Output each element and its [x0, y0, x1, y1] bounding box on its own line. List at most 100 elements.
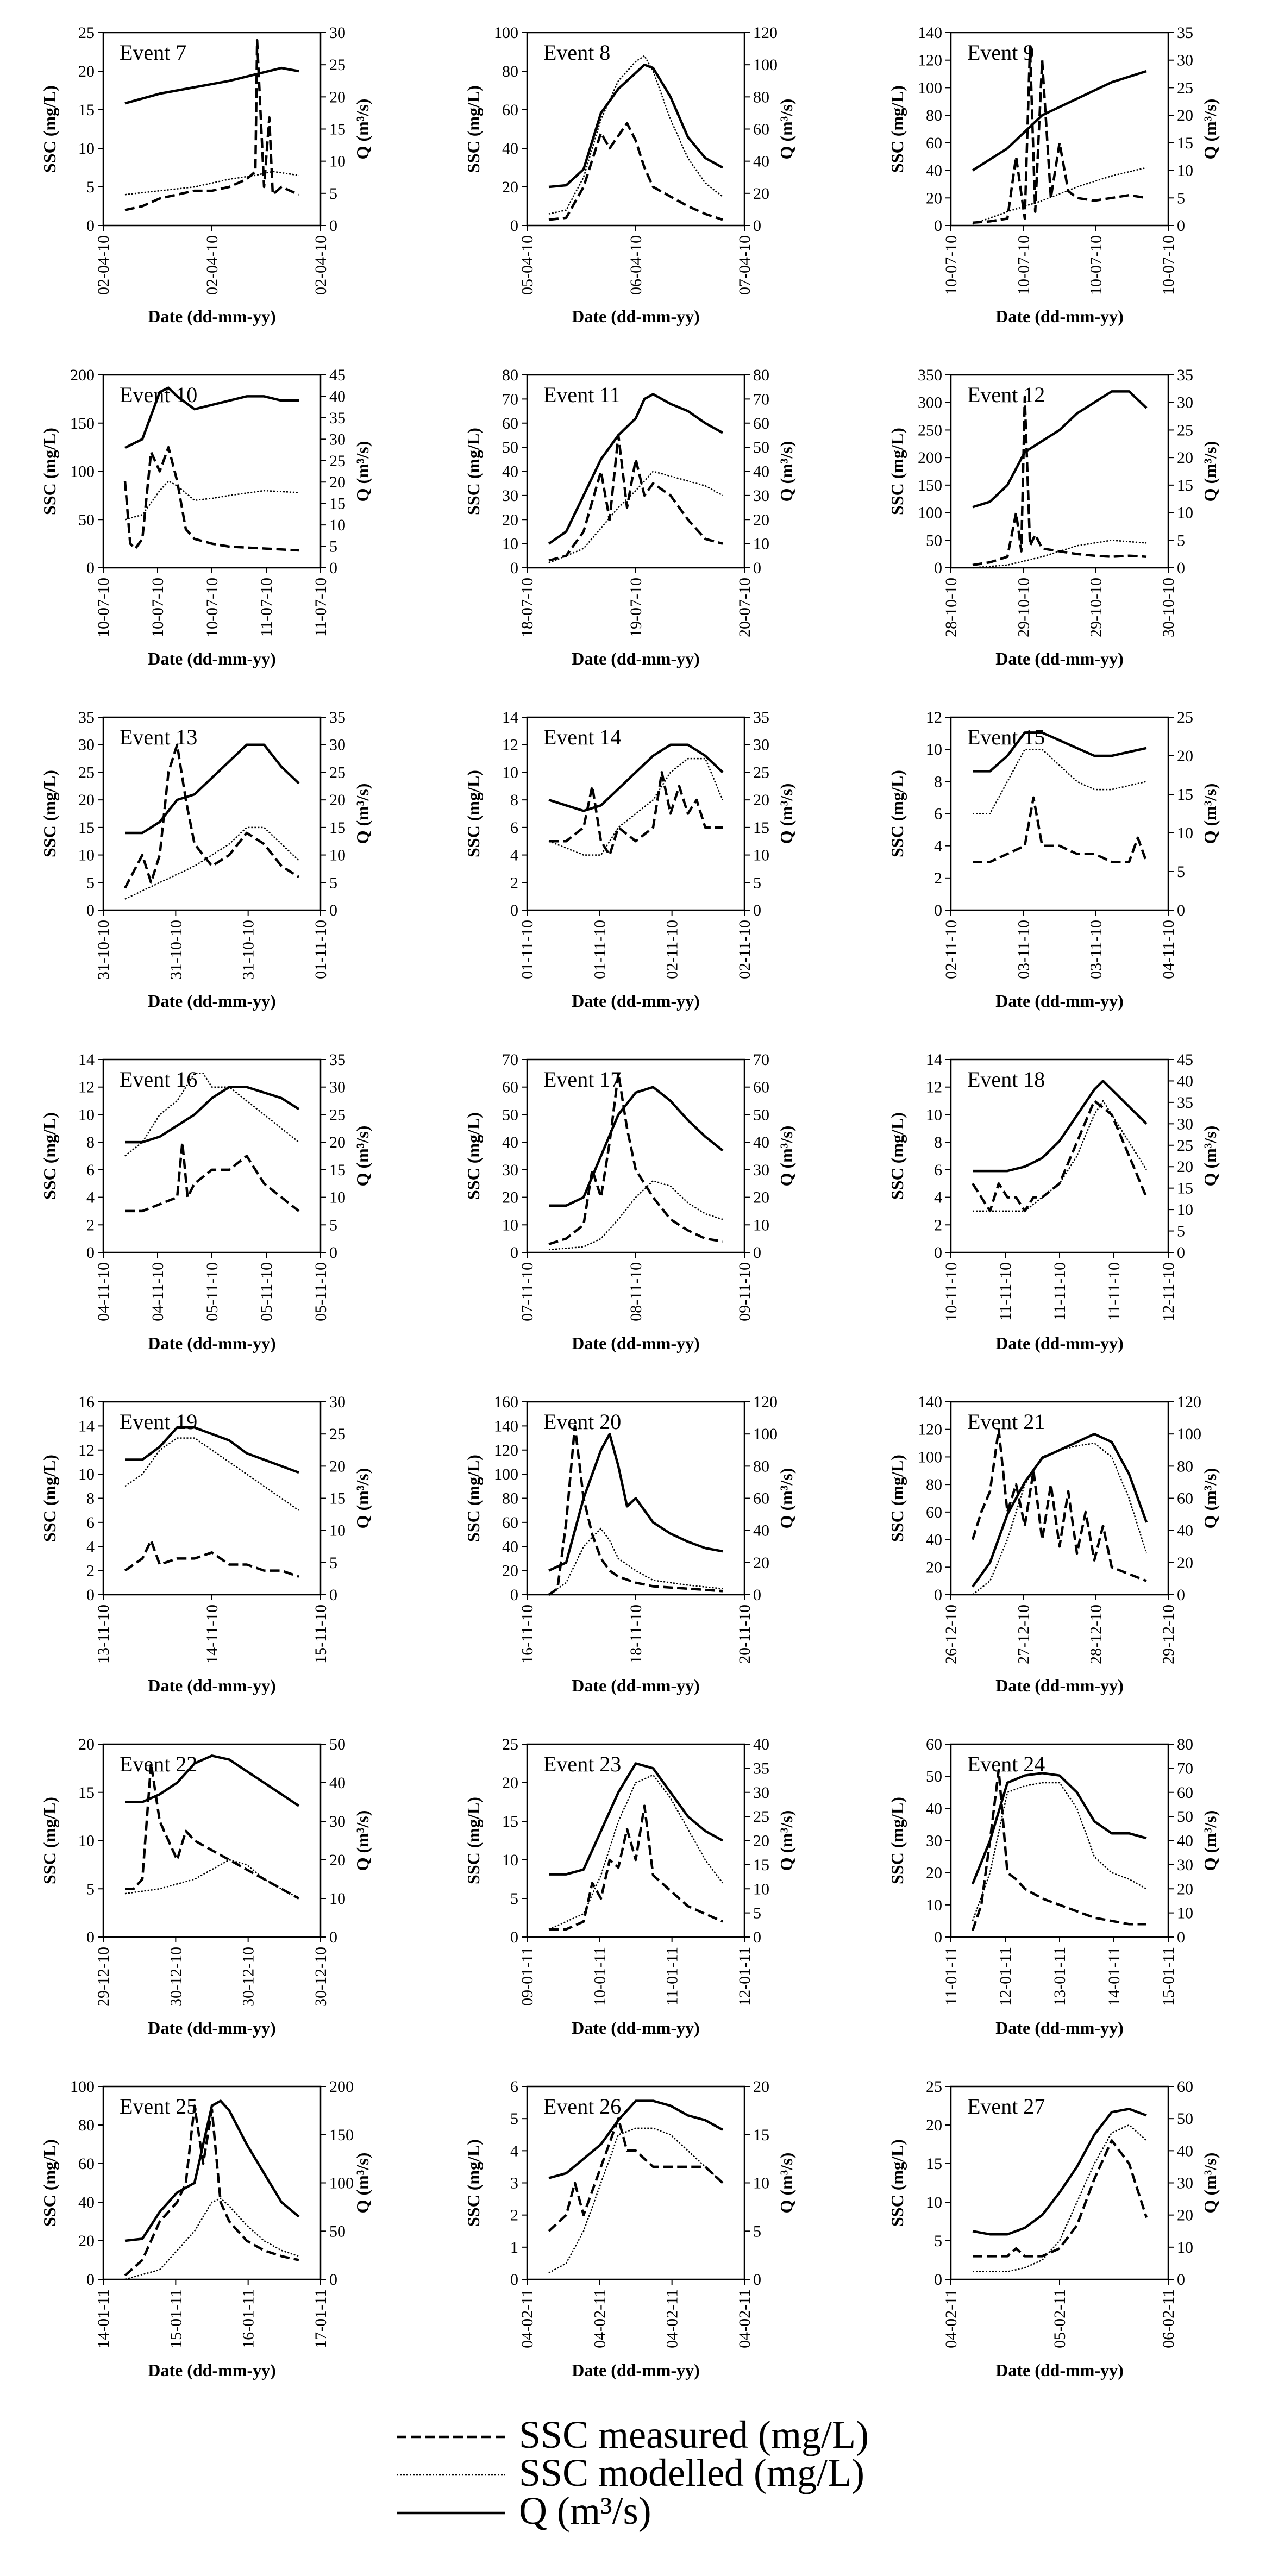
x-tick-label: 10-01-11 [591, 1947, 609, 2006]
series-line-solid [125, 1754, 300, 1807]
x-axis-label: Date (dd-mm-yy) [995, 1676, 1124, 1695]
y2-tick-label: 60 [753, 1079, 769, 1096]
y-tick-label: 80 [502, 366, 518, 384]
y2-tick-label: 20 [753, 791, 769, 809]
series-line-dashed [973, 796, 1148, 863]
chart-event-14: 0 2 4 6 8 10 12 14 0 5 10 15 20 25 30 35 01-11-10 01-11-1… [463, 709, 796, 1011]
y-tick-label: 40 [78, 2193, 95, 2211]
y-tick-label: 15 [926, 2155, 942, 2173]
series-line-solid [548, 393, 724, 545]
x-tick-label: 10-07-10 [95, 578, 112, 637]
y-tick-label: 0 [934, 901, 942, 919]
y-tick-label: 25 [502, 1735, 518, 1753]
y2-tick-label: 20 [329, 1133, 346, 1151]
x-tick-label: 02-04-10 [312, 235, 330, 295]
series-line-solid [972, 1432, 1148, 1588]
x-tick-label: 31-10-10 [167, 920, 185, 980]
y2-tick-label: 50 [329, 1735, 346, 1753]
series-line-dotted [972, 167, 1147, 225]
y-tick-label: 20 [502, 1774, 518, 1792]
x-tick-label: 10-07-10 [942, 235, 960, 295]
chart-event-22: 0 5 10 15 20 0 10 20 30 40 50 29-12-10 30-12-10 30-12… [40, 1735, 372, 2038]
y2-tick-label: 10 [753, 535, 769, 553]
y2-tick-label: 0 [329, 2271, 337, 2289]
chart-event-9: 0 20 40 60 80 100 120 140 0 5 10 15 20 25 30 35 10-07-10… [887, 24, 1220, 326]
y-axis-label: SSC (mg/L) [463, 1455, 483, 1542]
y-tick-label: 12 [502, 736, 518, 754]
y2-tick-label: 10 [329, 1890, 346, 1908]
y2-tick-label: 0 [329, 1244, 337, 1262]
y2-tick-label: 25 [1177, 1137, 1193, 1155]
x-tick-label: 04-02-11 [518, 2289, 536, 2348]
y2-tick-label: 20 [1177, 1554, 1193, 1572]
y2-tick-label: 0 [753, 1586, 761, 1604]
y-tick-label: 20 [502, 511, 518, 529]
y2-tick-label: 80 [753, 88, 769, 106]
series-line-dashed [972, 1099, 1148, 1213]
series-line-solid [548, 743, 724, 812]
x-tick-label: 14-01-11 [1105, 1947, 1123, 2006]
event-title: Event 10 [120, 383, 197, 407]
x-tick-label: 18-11-10 [627, 1604, 645, 1664]
chart-event-26: 0 1 2 3 4 5 6 0 5 10 15 20 04-02-11 04-02-11 04-02-11 0… [463, 2078, 796, 2380]
y-tick-label: 14 [78, 1417, 95, 1435]
series-line-dashed [123, 446, 299, 552]
x-tick-label: 31-10-10 [240, 920, 258, 980]
y-tick-label: 60 [926, 134, 942, 152]
x-tick-label: 02-11-10 [663, 920, 681, 979]
y-tick-label: 12 [78, 1079, 95, 1096]
chart-event-13: 0 5 10 15 20 25 30 35 0 5 10 15 20 25 30 35 31-10-10 31-1… [40, 709, 372, 1011]
series-line-solid [549, 1086, 724, 1207]
y-tick-label: 4 [86, 1189, 95, 1207]
x-tick-label: 11-01-11 [663, 1947, 681, 2005]
chart-event-20: 0 20 40 60 80 100 120 140 160 0 20 40 60 80 100 120 16-1… [463, 1393, 796, 1695]
y-tick-label: 120 [918, 1421, 942, 1439]
y2-tick-label: 40 [1177, 1072, 1193, 1090]
x-tick-label: 05-04-10 [518, 235, 536, 295]
y2-tick-label: 30 [753, 736, 769, 754]
y-tick-label: 6 [934, 1161, 942, 1179]
y2-tick-label: 30 [1177, 2174, 1193, 2192]
x-tick-label: 10-07-10 [1160, 235, 1177, 295]
y2-tick-label: 5 [1177, 189, 1185, 207]
y-tick-label: 14 [78, 1051, 95, 1069]
y2-tick-label: 10 [1177, 504, 1193, 522]
x-axis-label: Date (dd-mm-yy) [572, 2018, 700, 2038]
x-tick-label: 02-04-10 [203, 235, 221, 295]
series-line-dashed [124, 2104, 299, 2277]
y-tick-label: 12 [926, 1079, 942, 1096]
y-tick-label: 20 [502, 1189, 518, 1207]
series-line-dashed [124, 39, 299, 211]
series-line-dotted [548, 1180, 723, 1251]
y-tick-label: 6 [86, 1514, 95, 1532]
y2-tick-label: 20 [329, 791, 346, 809]
y-tick-label: 40 [926, 162, 942, 180]
y-tick-label: 5 [86, 178, 95, 196]
y2-tick-label: 30 [329, 24, 346, 42]
series-line-dashed [973, 2139, 1148, 2258]
chart-event-23: 0 5 10 15 20 25 0 5 10 15 20 25 30 35 40 09-01-11 10-01-… [463, 1735, 796, 2038]
plot-frame [526, 716, 745, 911]
y-tick-label: 140 [918, 1393, 942, 1411]
y-axis-label: SSC (mg/L) [40, 2139, 59, 2227]
y-tick-label: 20 [78, 62, 95, 80]
x-tick-label: 05-11-10 [203, 1262, 221, 1321]
y2-tick-label: 40 [329, 1774, 346, 1792]
event-title: Event 27 [967, 2094, 1045, 2119]
x-tick-label: 04-11-10 [1160, 920, 1177, 979]
x-tick-label: 13-01-11 [1051, 1947, 1069, 2006]
y-tick-label: 2 [934, 869, 942, 887]
y-axis-label: SSC (mg/L) [463, 770, 483, 857]
y2-tick-label: 5 [329, 538, 337, 556]
y-tick-label: 0 [510, 1928, 518, 1946]
legend-label: SSC measured (mg/L) [519, 2413, 869, 2456]
y2-tick-label: 30 [329, 1393, 346, 1411]
y2-tick-label: 50 [753, 438, 769, 456]
y2-tick-label: 10 [753, 1216, 769, 1234]
chart-event-8: 0 20 40 60 80 100 0 20 40 60 80 100 120 05-04-10 06-04… [463, 24, 796, 326]
y2-tick-label: 35 [1177, 366, 1193, 384]
y2-axis-label: Q (m³/s) [353, 1126, 372, 1187]
y2-tick-label: 40 [329, 387, 346, 405]
y2-tick-label: 35 [753, 709, 769, 726]
y2-tick-label: 25 [329, 452, 346, 470]
